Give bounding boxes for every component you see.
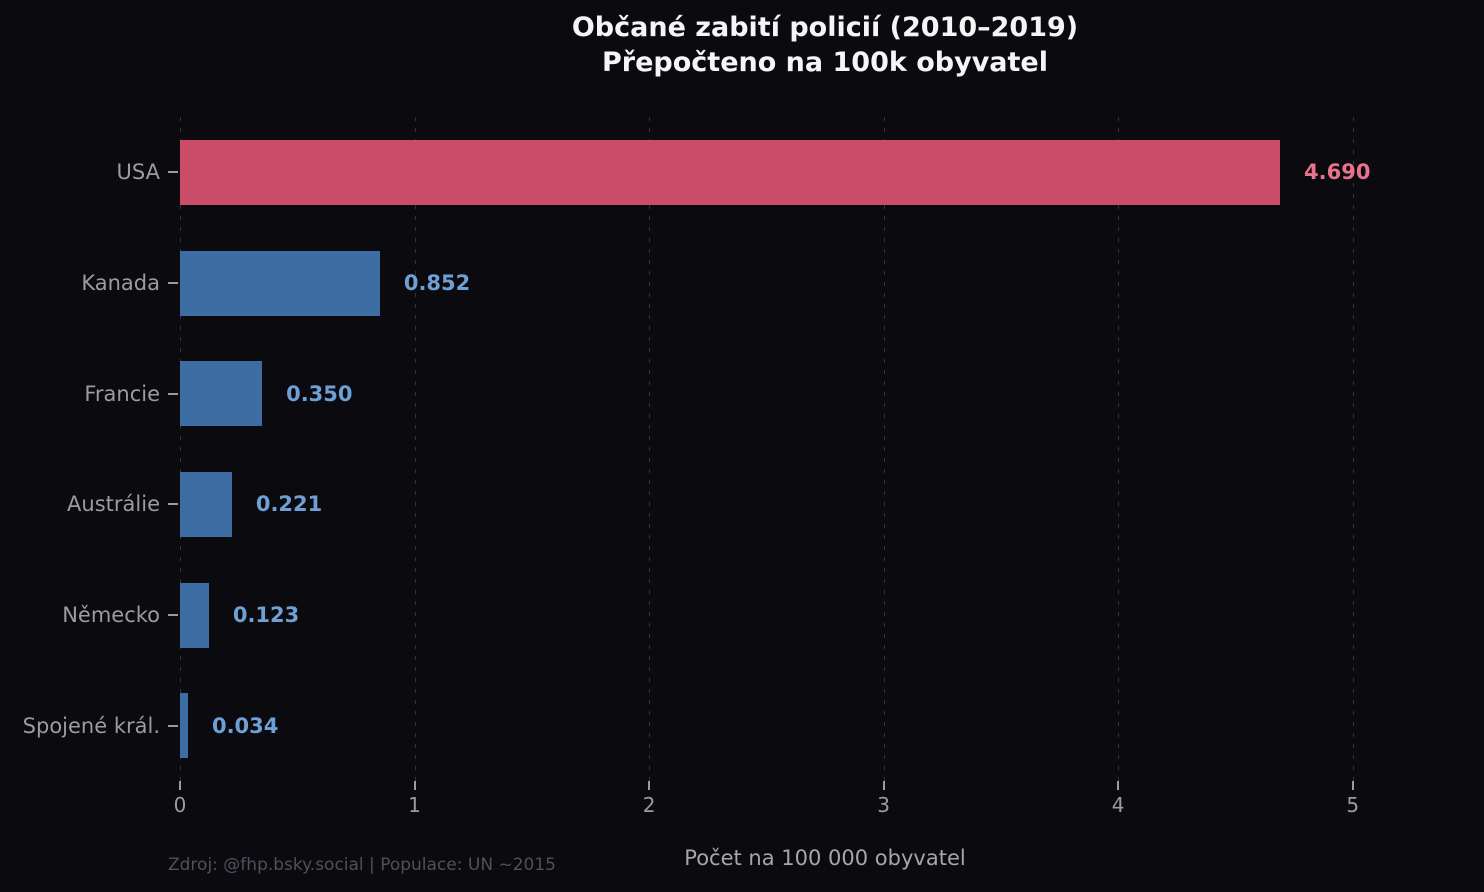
category-label-4: Austrálie [67, 492, 160, 517]
chart-title-line1: Občané zabití policií (2010–2019) [571, 12, 1079, 43]
category-label-2: Kanada [81, 271, 160, 295]
category-label-5: Německo [62, 603, 160, 627]
x-tick-mark [882, 781, 885, 790]
x-tick-label: 0 [173, 793, 187, 817]
x-tick-label: 1 [408, 793, 421, 817]
x-tick-mark [413, 781, 416, 790]
gridline-x-2 [649, 117, 651, 781]
gridline-x-5 [1352, 117, 1354, 781]
y-tick-mark [168, 171, 178, 174]
gridline-x-3 [883, 117, 885, 781]
gridline-x-0 [180, 117, 181, 781]
source-note: Zdroj: @fhp.bsky.social | Populace: UN ~… [168, 855, 556, 875]
value-label-3: 0.350 [286, 381, 353, 406]
x-tick-label: 3 [877, 793, 890, 817]
bar-6 [180, 693, 188, 759]
chart-title: Občané zabití policií (2010–2019) Přepoč… [180, 10, 1470, 80]
x-tick-mark [1117, 781, 1120, 790]
x-tick-label: 5 [1346, 793, 1360, 817]
y-tick-mark [168, 724, 178, 727]
x-tick-mark [179, 781, 181, 790]
x-tick-label: 2 [642, 793, 656, 817]
bar-4 [180, 471, 232, 537]
bar-1 [180, 139, 1281, 205]
bar-2 [180, 250, 380, 316]
y-tick-mark [168, 392, 178, 395]
y-tick-mark [168, 614, 178, 616]
x-tick-mark [1351, 781, 1354, 790]
value-label-6: 0.034 [211, 713, 279, 738]
chart-title-line2: Přepočteno na 100k obyvatel [601, 47, 1048, 78]
category-label-3: Francie [84, 381, 160, 406]
bar-5 [180, 582, 209, 648]
y-tick-mark [168, 503, 178, 506]
gridline-x-1 [414, 117, 416, 781]
value-label-4: 0.221 [255, 492, 323, 517]
category-label-1: USA [116, 160, 160, 185]
x-tick-label: 4 [1111, 793, 1125, 817]
plot-area: 0 1 2 3 4 5 USA 4.690 Kanada 0.852 Francie 0.350 Aus… [23, 117, 1470, 817]
bar-3 [180, 361, 263, 427]
gridline-x-4 [1118, 117, 1120, 781]
x-tick-mark [648, 781, 651, 790]
value-label-1: 4.690 [1304, 160, 1371, 185]
category-label-6: Spojené král. [22, 713, 160, 738]
x-axis-label: Počet na 100 000 obyvatel [684, 846, 966, 870]
value-label-5: 0.123 [232, 603, 300, 627]
y-tick-mark [168, 282, 178, 284]
value-label-2: 0.852 [403, 271, 471, 295]
